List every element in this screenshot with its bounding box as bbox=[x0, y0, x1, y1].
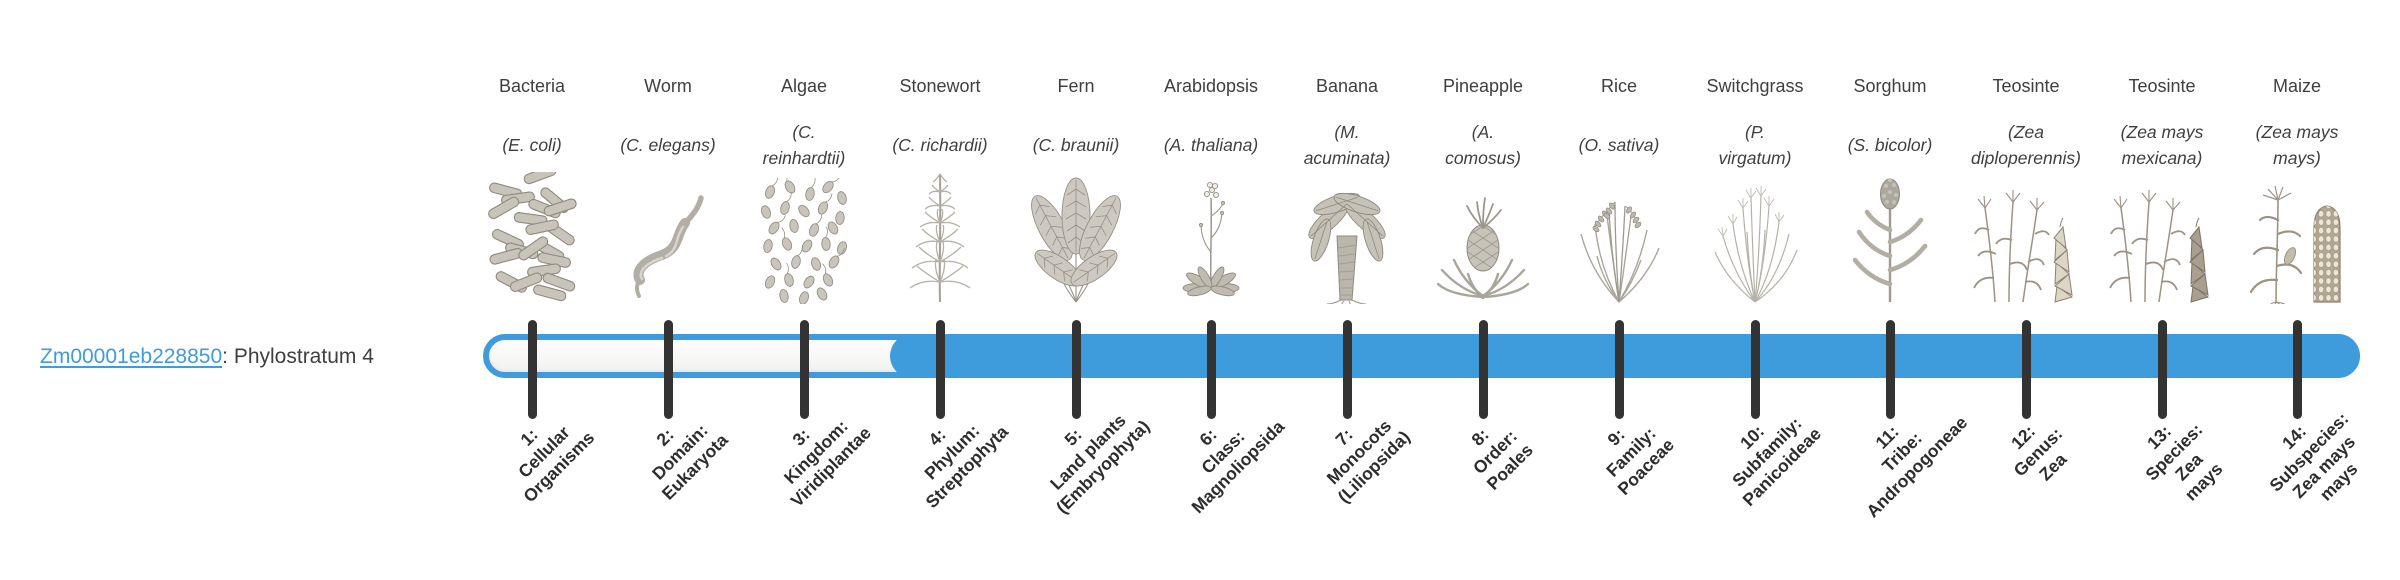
organism-scientific-name: (S. bicolor) bbox=[1847, 135, 1933, 155]
organism-image bbox=[719, 166, 889, 304]
phylostratum-tick bbox=[1614, 320, 1624, 419]
organism-name-label: Pineapple bbox=[1442, 76, 1524, 96]
organism-scientific-name: (E. coli) bbox=[502, 135, 562, 155]
organism-scientific-name: (C. braunii) bbox=[1032, 135, 1120, 155]
organism-scientific-name: (C. elegans) bbox=[620, 135, 716, 155]
organism-column: Stonewort (C. richardii) 4: Phylum: Stre… bbox=[865, 0, 1015, 580]
organism-name-label: Fern bbox=[1057, 76, 1095, 96]
gene-phylostratum-text: : Phylostratum 4 bbox=[222, 345, 374, 368]
organism-column: Teosinte (Zea mays mexicana) bbox=[2087, 0, 2237, 580]
pineapple-icon bbox=[1436, 197, 1530, 300]
rice-icon bbox=[1580, 201, 1660, 303]
organism-image bbox=[2077, 166, 2247, 304]
phylostratum-tick bbox=[1750, 320, 1760, 419]
organism-name-label: Switchgrass bbox=[1706, 76, 1804, 96]
phylostratum-tick bbox=[1071, 320, 1081, 419]
organism-image bbox=[855, 166, 1025, 304]
organism-scientific-name: (A. thaliana) bbox=[1163, 135, 1259, 155]
organism-scientific-name: (Zea mays mays) bbox=[2255, 122, 2339, 168]
phylostratum-tick bbox=[2021, 320, 2031, 419]
organism-column: Algae (C. reinhardtii) bbox=[729, 0, 879, 580]
stonewort-icon bbox=[909, 173, 971, 303]
organism-scientific-name: (A. comosus) bbox=[1445, 122, 1521, 168]
organism-name-label: Stonewort bbox=[899, 76, 981, 96]
organism-image bbox=[991, 166, 1161, 304]
organism-column: Rice (O. sativa) 9: Family: Poaceae bbox=[1544, 0, 1694, 580]
organism-column: Banana (M. acuminata) bbox=[1272, 0, 1422, 580]
phylostratum-tick bbox=[799, 320, 809, 419]
phylostratum-tick bbox=[1885, 320, 1895, 419]
organism-scientific-name: (C. richardii) bbox=[892, 135, 988, 155]
teosinte-mexicana-icon bbox=[2109, 190, 2210, 303]
organism-name-label: Arabidopsis bbox=[1163, 76, 1259, 96]
organism-column: Maize (Zea mays mays) bbox=[2222, 0, 2372, 580]
banana-icon bbox=[1308, 192, 1386, 304]
teosinte-diploperennis-icon bbox=[1973, 190, 2074, 303]
organism-scientific-name: (M. acuminata) bbox=[1303, 122, 1391, 168]
organism-image bbox=[1941, 166, 2111, 304]
phylostratum-tick bbox=[1342, 320, 1352, 419]
organism-name-label: Worm bbox=[644, 76, 692, 96]
organism-name-label: Teosinte bbox=[2128, 76, 2196, 96]
bacteria-icon bbox=[488, 172, 577, 302]
organism-image bbox=[447, 166, 617, 304]
phylostratum-tick bbox=[935, 320, 945, 419]
organism-name-label: Sorghum bbox=[1853, 76, 1927, 96]
phylostratum-tick bbox=[1478, 320, 1488, 419]
switchgrass-icon bbox=[1714, 186, 1798, 303]
organism-image bbox=[1805, 166, 1975, 304]
gene-label: Zm00001eb228850: Phylostratum 4 bbox=[40, 344, 374, 370]
organism-name-label: Rice bbox=[1600, 76, 1637, 96]
phylostrata-bar-fill bbox=[890, 334, 2360, 378]
organism-image bbox=[2212, 166, 2382, 304]
organism-image bbox=[1670, 166, 1840, 304]
organism-image bbox=[1262, 166, 1432, 304]
algae-icon bbox=[761, 178, 847, 304]
fern-icon bbox=[1031, 177, 1121, 303]
phylostratum-tick bbox=[663, 320, 673, 419]
worm-icon bbox=[633, 195, 704, 298]
phylostratum-tick bbox=[1206, 320, 1216, 419]
organism-column: Pineapple (A. comosus) 8: Order: Poales bbox=[1408, 0, 1558, 580]
phylostratum-tick bbox=[2157, 320, 2167, 419]
organism-image bbox=[1126, 166, 1296, 304]
organism-column: Switchgrass (P. virgatum) 10: Subfamily bbox=[1680, 0, 1830, 580]
organism-column: Arabidopsis (A. thaliana) bbox=[1136, 0, 1288, 580]
phylostratum-tick bbox=[2292, 320, 2302, 419]
sorghum-icon bbox=[1852, 178, 1928, 302]
organism-image bbox=[1534, 166, 1704, 304]
organism-scientific-name: (C. reinhardtii) bbox=[762, 122, 846, 168]
organism-scientific-name: (Zea diploperennis) bbox=[1971, 122, 2081, 168]
organism-image bbox=[1398, 166, 1568, 304]
organism-column: Worm (C. elegans) 2: Domain: Eukaryota bbox=[593, 0, 743, 580]
organism-name-label: Banana bbox=[1315, 76, 1379, 96]
organism-column: Sorghum (S. bicolor) 11: Tribe: Andropog… bbox=[1815, 0, 1972, 580]
organism-scientific-name: (Zea mays mexicana) bbox=[2120, 122, 2204, 168]
organism-scientific-name: (O. sativa) bbox=[1578, 135, 1660, 155]
organism-scientific-name: (P. virgatum) bbox=[1718, 122, 1792, 168]
organism-name-label: Bacteria bbox=[498, 76, 566, 96]
organism-name-label: Algae bbox=[780, 76, 828, 96]
organism-column: Fern (C. braunii) 5: Land plants (Embryo… bbox=[1001, 0, 1153, 580]
organism-image bbox=[583, 166, 753, 304]
organism-name-label: Maize bbox=[2272, 76, 2321, 96]
organism-column: Teosinte (Zea diploperennis) bbox=[1951, 0, 2101, 580]
arabidopsis-icon bbox=[1182, 181, 1240, 297]
organism-name-label: Teosinte bbox=[1992, 76, 2060, 96]
maize-icon bbox=[2249, 185, 2341, 304]
gene-link[interactable]: Zm00001eb228850 bbox=[40, 345, 223, 368]
organism-column: Bacteria (E. coli) bbox=[457, 0, 607, 580]
phylostratum-tick bbox=[527, 320, 537, 419]
